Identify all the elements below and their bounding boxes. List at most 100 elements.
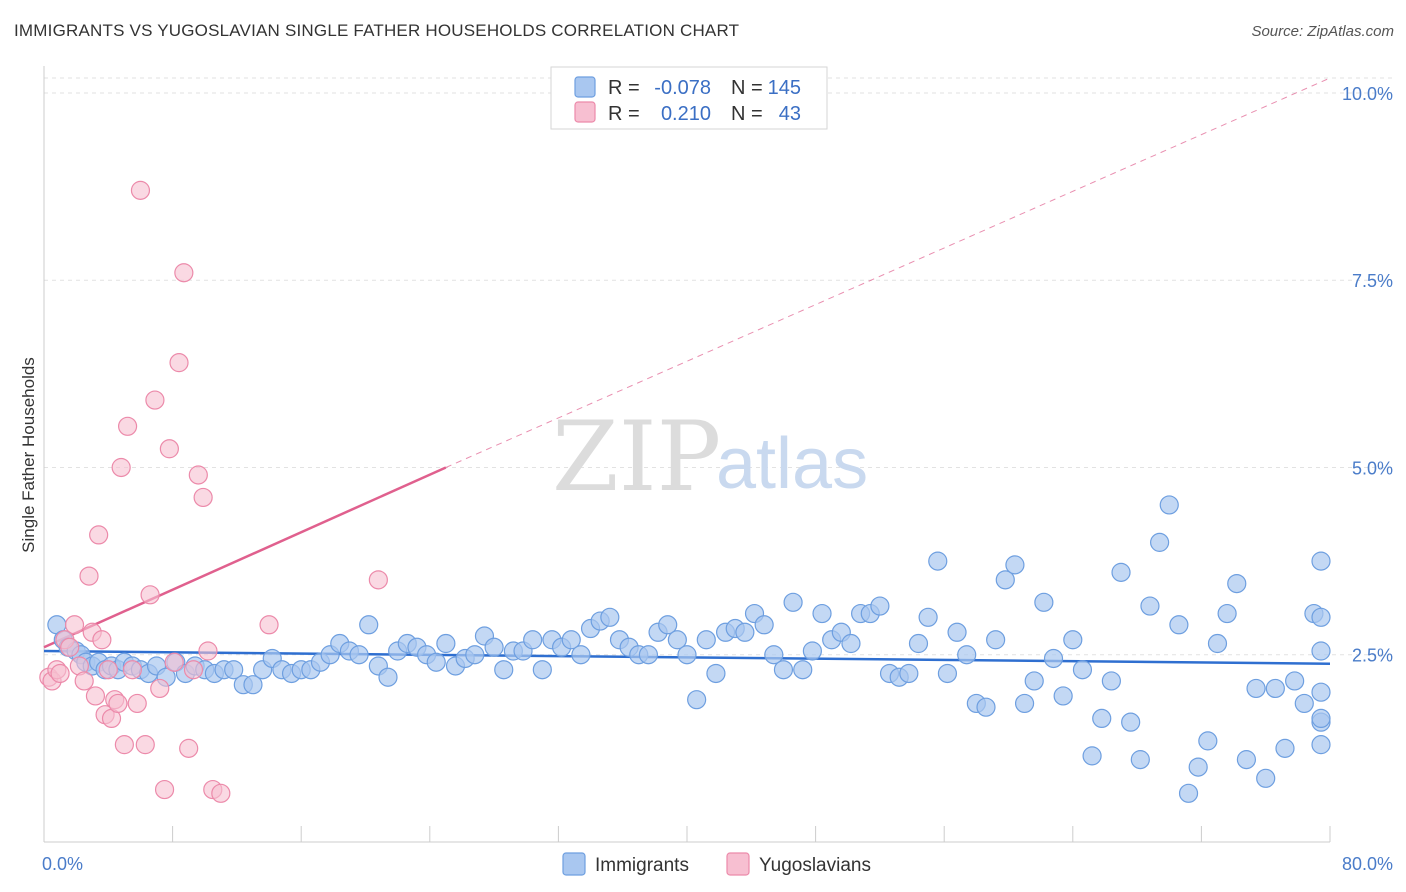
yugoslavians-point (368, 570, 388, 590)
trend-lines (43, 77, 1331, 665)
watermark-atlas: atlas (716, 424, 868, 504)
immigrants-point (667, 630, 687, 650)
immigrants-point (918, 607, 938, 627)
immigrants-point (735, 622, 755, 642)
immigrants-point (224, 660, 244, 680)
immigrants-point (638, 645, 659, 665)
watermark: ZIP atlas (552, 401, 868, 513)
immigrants-point (494, 660, 514, 680)
legend-n-label-yugoslavians: N = (731, 103, 763, 125)
yugoslavians-point (183, 660, 204, 680)
yugoslavians-point (74, 671, 94, 691)
immigrants-point (1256, 768, 1276, 788)
yugoslavians-point (60, 637, 80, 657)
yugoslavians-point (108, 693, 128, 714)
immigrants-point (1043, 648, 1064, 669)
immigrants-point (1198, 731, 1218, 751)
stats-legend-box (550, 66, 828, 130)
yugoslavians-point (50, 663, 70, 684)
immigrants-point (841, 633, 861, 654)
bottom-legend-immigrants: Immigrants (595, 855, 689, 876)
immigrants-point (561, 630, 581, 650)
yugoslavians-point (111, 457, 131, 478)
immigrants-point (523, 630, 543, 650)
immigrants-point (1311, 607, 1331, 627)
immigrants-point (1227, 573, 1247, 594)
immigrants-point (1188, 757, 1208, 777)
immigrants-point (243, 675, 263, 695)
y-tick-label: 5.0% (1352, 458, 1393, 478)
immigrants-point (1053, 686, 1073, 706)
yugoslavians-point (198, 641, 218, 661)
yugoslavians-point (169, 353, 189, 373)
immigrants-point (783, 592, 803, 612)
yugoslavians-point (64, 615, 85, 635)
immigrants-point (1311, 708, 1331, 729)
immigrants-point (793, 660, 813, 680)
immigrants-point (677, 645, 697, 665)
yugoslavians-point (130, 180, 151, 200)
yugoslavians-point (154, 779, 175, 800)
immigrants-point (947, 622, 967, 642)
y-tick-label: 7.5% (1352, 271, 1393, 291)
yugoslavians-point (140, 585, 160, 605)
immigrants-point (1034, 592, 1054, 612)
immigrants-point (773, 660, 794, 680)
tick-labels: 2.5% 5.0% 7.5% 10.0% 0.0% 80.0% (42, 84, 1393, 874)
yugoslavians-point (92, 630, 112, 650)
yugoslavians-point (85, 686, 106, 706)
x-tick-label-max: 80.0% (1342, 854, 1393, 874)
immigrants-point (1005, 555, 1025, 575)
yugoslavians-point (211, 783, 231, 803)
legend-swatch-yugoslavians (574, 101, 596, 123)
immigrants-point (1169, 615, 1189, 635)
immigrants-point (1024, 671, 1044, 691)
yugoslavians-point (159, 439, 179, 459)
immigrants-point (1082, 746, 1102, 766)
immigrants-point (1014, 693, 1035, 714)
stats-legend: R = -0.078 N = 145 R = 0.210 N = 43 (550, 66, 828, 130)
immigrants-point (1072, 660, 1093, 680)
immigrants-point (696, 630, 716, 650)
immigrants-point (465, 645, 485, 665)
yugoslavians-point (127, 693, 147, 714)
immigrants-point (899, 663, 919, 684)
bottom-legend: Immigrants Yugoslavians (562, 852, 871, 876)
immigrants-point (1150, 532, 1170, 552)
immigrants-point (754, 615, 774, 635)
yugoslavians-trend-line (43, 466, 447, 649)
immigrants-point (1246, 678, 1266, 699)
immigrants-point (532, 660, 552, 680)
immigrants-point (802, 641, 822, 661)
yugoslavians-point (174, 263, 194, 283)
immigrants-point (1311, 641, 1331, 661)
immigrants-point (436, 633, 456, 654)
immigrants-point (426, 652, 446, 672)
immigrants-point (1265, 678, 1285, 699)
data-points (39, 180, 1331, 803)
legend-r-label-immigrants: R = (608, 77, 640, 99)
immigrants-point (812, 603, 832, 624)
immigrants-point (1294, 693, 1314, 714)
x-tick-label-min: 0.0% (42, 854, 83, 874)
immigrants-point (976, 697, 996, 717)
immigrants-point (1063, 630, 1083, 650)
immigrants-point (764, 645, 784, 665)
immigrants-point (1207, 633, 1228, 654)
immigrants-point (908, 633, 929, 654)
y-tick-label: 2.5% (1352, 646, 1393, 666)
immigrants-point (986, 630, 1006, 650)
yugoslavians-point (179, 738, 199, 758)
y-axis-label: Single Father Households (19, 357, 38, 553)
yugoslavians-point (114, 735, 134, 755)
immigrants-point (349, 645, 369, 665)
axes (43, 66, 1331, 843)
immigrants-point (1311, 551, 1331, 571)
legend-swatch-immigrants (574, 76, 596, 98)
immigrants-point (1311, 735, 1331, 755)
legend-n-value-yugoslavians: 43 (779, 103, 801, 125)
immigrants-point (1285, 671, 1305, 691)
legend-r-value-yugoslavians: 0.210 (661, 103, 711, 125)
immigrants-point (571, 645, 591, 665)
